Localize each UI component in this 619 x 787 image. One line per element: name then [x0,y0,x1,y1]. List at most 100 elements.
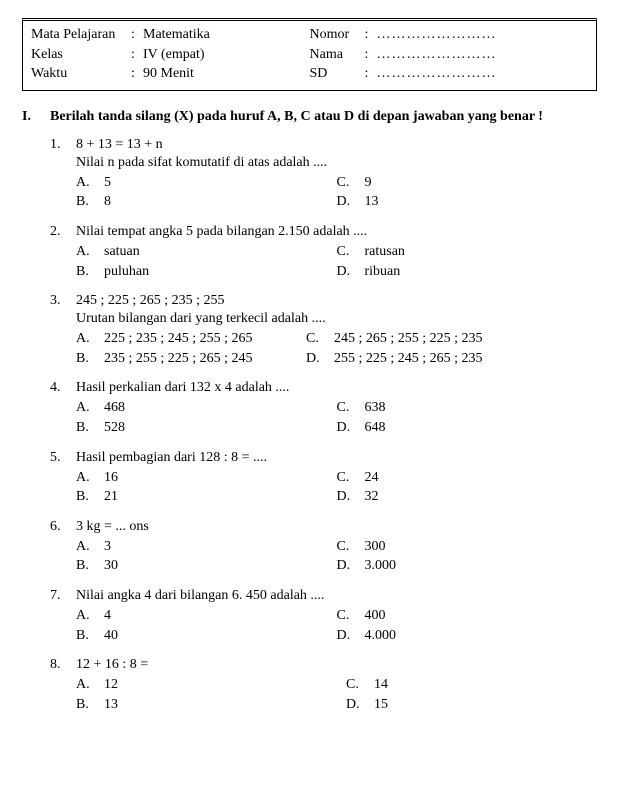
value-kelas: IV (empat) [143,45,310,65]
option-letter: C. [337,398,365,418]
label-kelas: Kelas [31,45,131,65]
option-letter: D. [337,192,365,212]
option-letter: B. [76,626,104,646]
question-text: Nilai n pada sifat komutatif di atas ada… [76,155,597,171]
label-waktu: Waktu [31,64,131,84]
option-b: 235 ; 255 ; 225 ; 265 ; 245 [104,349,306,369]
question-number: 7. [50,588,76,645]
option-c: 300 [365,537,598,557]
section-heading: I. Berilah tanda silang (X) pada huruf A… [22,109,597,125]
option-letter: D. [306,349,334,369]
option-letter: B. [76,418,104,438]
option-c: 245 ; 265 ; 255 ; 225 ; 235 [334,329,597,349]
option-d: 3.000 [365,556,598,576]
option-d: 255 ; 225 ; 245 ; 265 ; 235 [334,349,597,369]
label-nama: Nama [310,45,365,65]
option-letter: A. [76,242,104,262]
option-letter: D. [346,695,374,715]
question-3: 3. 245 ; 225 ; 265 ; 235 ; 255 Urutan bi… [50,293,597,368]
option-b: 8 [104,192,337,212]
value-sd: …………………… [377,64,589,84]
option-d: 4.000 [365,626,598,646]
option-d: 32 [365,487,598,507]
question-text: Hasil pembagian dari 128 : 8 = .... [76,450,597,466]
question-text: Nilai tempat angka 5 pada bilangan 2.150… [76,224,597,240]
question-number: 5. [50,450,76,507]
option-letter: B. [76,695,104,715]
option-letter: B. [76,487,104,507]
question-text: Nilai angka 4 dari bilangan 6. 450 adala… [76,588,597,604]
value-mata-pelajaran: Matematika [143,25,310,45]
option-a: 4 [104,606,337,626]
header-right-col: Nomor : …………………… Nama : …………………… SD : ……… [310,25,589,84]
option-letter: B. [76,262,104,282]
question-text: Hasil perkalian dari 132 x 4 adalah .... [76,380,597,396]
option-d: 15 [374,695,597,715]
header-left-col: Mata Pelajaran : Matematika Kelas : IV (… [31,25,310,84]
option-letter: D. [337,262,365,282]
question-number: 2. [50,224,76,281]
option-c: 14 [374,675,597,695]
option-letter: C. [306,329,334,349]
value-nomor: …………………… [377,25,589,45]
question-number: 4. [50,380,76,437]
option-d: 648 [365,418,598,438]
question-8: 8. 12 + 16 : 8 = A.12 B.13 C.14 D.15 [50,657,597,714]
question-text: Urutan bilangan dari yang terkecil adala… [76,311,597,327]
option-letter: A. [76,468,104,488]
question-5: 5. Hasil pembagian dari 128 : 8 = .... A… [50,450,597,507]
option-c: 638 [365,398,598,418]
option-letter: A. [76,537,104,557]
option-letter: B. [76,192,104,212]
question-1: 1. 8 + 13 = 13 + n Nilai n pada sifat ko… [50,137,597,212]
option-letter: B. [76,349,104,369]
question-6: 6. 3 kg = ... ons A.3 B.30 C.300 D.3.000 [50,519,597,576]
option-letter: A. [76,675,104,695]
option-letter: D. [337,418,365,438]
option-letter: B. [76,556,104,576]
question-number: 8. [50,657,76,714]
section-instruction: Berilah tanda silang (X) pada huruf A, B… [50,109,597,125]
option-letter: C. [337,537,365,557]
question-2: 2. Nilai tempat angka 5 pada bilangan 2.… [50,224,597,281]
option-c: 24 [365,468,598,488]
option-c: 400 [365,606,598,626]
option-letter: A. [76,606,104,626]
option-letter: C. [337,242,365,262]
question-number: 6. [50,519,76,576]
option-a: 16 [104,468,337,488]
question-number: 3. [50,293,76,368]
section-number: I. [22,109,50,125]
option-a: 12 [104,675,346,695]
option-letter: C. [337,606,365,626]
question-text: 8 + 13 = 13 + n [76,137,597,153]
option-a: 3 [104,537,337,557]
question-text: 3 kg = ... ons [76,519,597,535]
option-b: 30 [104,556,337,576]
option-c: ratusan [365,242,598,262]
option-a: satuan [104,242,337,262]
option-letter: D. [337,626,365,646]
question-text: 12 + 16 : 8 = [76,657,597,673]
option-a: 5 [104,173,337,193]
option-letter: A. [76,329,104,349]
option-b: 40 [104,626,337,646]
option-letter: C. [337,173,365,193]
option-b: 528 [104,418,337,438]
header-info-box: Mata Pelajaran : Matematika Kelas : IV (… [22,18,597,91]
option-letter: D. [337,556,365,576]
option-letter: C. [346,675,374,695]
option-letter: D. [337,487,365,507]
option-b: 13 [104,695,346,715]
question-text: 245 ; 225 ; 265 ; 235 ; 255 [76,293,597,309]
value-waktu: 90 Menit [143,64,310,84]
option-d: ribuan [365,262,598,282]
option-d: 13 [365,192,598,212]
option-a: 225 ; 235 ; 245 ; 255 ; 265 [104,329,306,349]
question-4: 4. Hasil perkalian dari 132 x 4 adalah .… [50,380,597,437]
label-sd: SD [310,64,365,84]
option-b: puluhan [104,262,337,282]
option-a: 468 [104,398,337,418]
value-nama: …………………… [377,45,589,65]
option-b: 21 [104,487,337,507]
